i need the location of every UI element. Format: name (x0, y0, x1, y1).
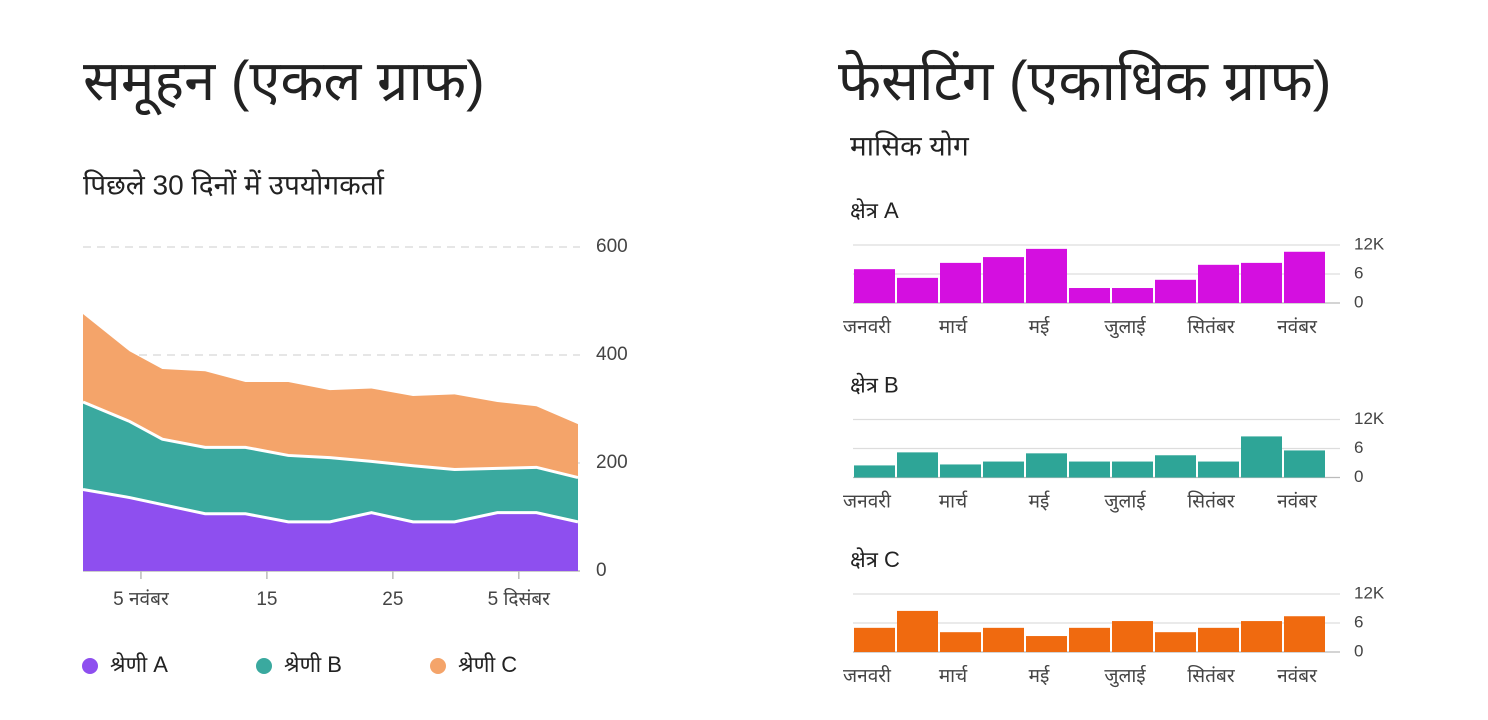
x-tick-label: सितंबर (1187, 315, 1235, 338)
bar (897, 277, 938, 303)
chart-subtitle: मासिक योग (850, 129, 970, 161)
bar (983, 627, 1024, 652)
y-tick-label: 0 (596, 560, 607, 581)
bar (1026, 636, 1067, 652)
x-tick-label: जुलाई (1104, 664, 1146, 688)
y-tick-label: 12K (1354, 409, 1385, 428)
chart-title: फेसटिंग (एकाधिक ग्राफ) (838, 49, 1331, 112)
bar (1284, 450, 1325, 478)
bar (940, 464, 981, 478)
bar (854, 627, 895, 652)
legend-swatch (256, 658, 272, 674)
x-tick-label: सितंबर (1187, 490, 1235, 513)
y-tick-label: 12K (1354, 583, 1385, 602)
legend-swatch (430, 658, 446, 674)
bar (1284, 251, 1325, 303)
bar (1112, 621, 1153, 652)
bar (940, 632, 981, 652)
x-tick-label: नवंबर (1277, 317, 1318, 338)
legend-label: श्रेणी B (284, 652, 342, 677)
panel-title: क्षेत्र B (850, 372, 899, 397)
bar (1026, 453, 1067, 478)
x-tick-label: जुलाई (1104, 315, 1146, 339)
bar (1069, 288, 1110, 303)
area (83, 313, 578, 478)
x-tick-label: जनवरी (843, 664, 892, 687)
bar (983, 257, 1024, 303)
area-edge (82, 400, 579, 480)
y-tick-label: 200 (596, 452, 628, 473)
bar (1155, 632, 1196, 652)
y-tick-label: 400 (596, 344, 628, 365)
bar (1241, 436, 1282, 478)
legend-label: श्रेणी C (458, 652, 517, 677)
area (83, 489, 578, 571)
chart-title: समूहन (एकल ग्राफ) (83, 49, 485, 116)
x-tick-label: नवंबर (1277, 492, 1318, 513)
bar (854, 465, 895, 478)
x-tick-label: सितंबर (1187, 664, 1235, 687)
x-tick-label: मार्च (939, 490, 968, 513)
panel-title: क्षेत्र C (850, 547, 900, 572)
bar (1155, 455, 1196, 478)
area (83, 401, 578, 522)
panel-title: क्षेत्र A (850, 198, 899, 223)
x-tick-label: जुलाई (1104, 490, 1146, 514)
bar (1069, 461, 1110, 478)
y-tick-label: 6 (1354, 263, 1363, 282)
x-tick-label: 5 दिसंबर (488, 587, 552, 610)
y-tick-label: 600 (596, 236, 628, 257)
x-tick-label: 5 नवंबर (113, 589, 170, 610)
bar (1284, 616, 1325, 652)
bar (854, 269, 895, 303)
area-edge (82, 487, 579, 524)
bar (983, 461, 1024, 478)
y-tick-label: 0 (1354, 467, 1363, 486)
x-tick-label: जनवरी (843, 315, 892, 338)
y-tick-label: 6 (1354, 438, 1363, 457)
bar (897, 610, 938, 652)
x-tick-label: नवंबर (1277, 666, 1318, 687)
bar (1026, 248, 1067, 303)
legend-label: श्रेणी A (110, 652, 168, 677)
x-tick-label: जनवरी (843, 490, 892, 513)
bar (1241, 621, 1282, 652)
y-tick-label: 0 (1354, 641, 1363, 660)
chart-subtitle: पिछले 30 दिनों में उपयोगकर्ता (83, 168, 385, 200)
bar (1198, 627, 1239, 652)
bar (1112, 288, 1153, 303)
bar (1155, 279, 1196, 303)
bar (1198, 461, 1239, 478)
legend-swatch (82, 658, 98, 674)
x-tick-label: मार्च (939, 315, 968, 338)
x-tick-label: मई (1029, 664, 1051, 687)
bar (1241, 262, 1282, 303)
bar (897, 452, 938, 478)
y-tick-label: 6 (1354, 612, 1363, 631)
bar (940, 262, 981, 303)
bar (1198, 264, 1239, 303)
x-tick-label: 25 (382, 589, 403, 610)
y-tick-label: 12K (1354, 234, 1385, 253)
x-tick-label: मई (1029, 315, 1051, 338)
y-tick-label: 0 (1354, 292, 1363, 311)
bar (1112, 461, 1153, 478)
x-tick-label: मई (1029, 490, 1051, 513)
x-tick-label: 15 (256, 589, 277, 610)
bar (1069, 627, 1110, 652)
x-tick-label: मार्च (939, 664, 968, 687)
